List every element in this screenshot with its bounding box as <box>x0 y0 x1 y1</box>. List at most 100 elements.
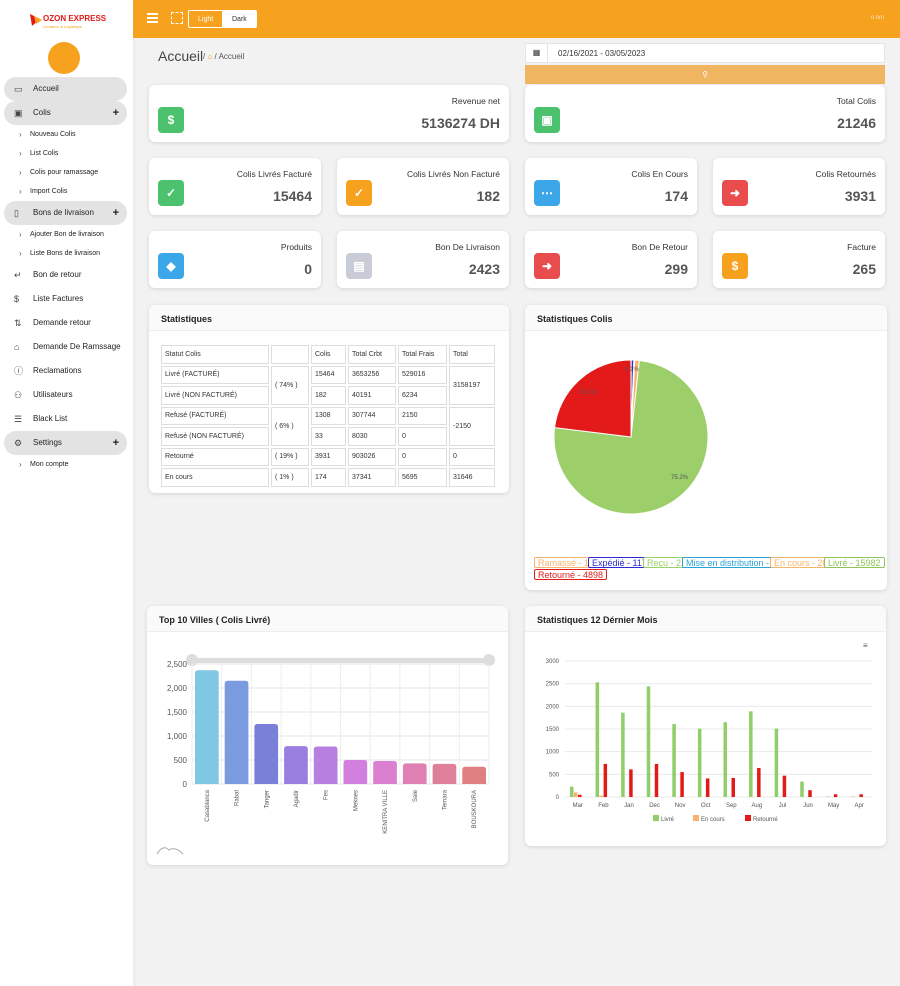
bar[interactable] <box>578 794 582 797</box>
cell-colis: 182 <box>311 386 346 405</box>
bar[interactable] <box>731 777 736 797</box>
bar[interactable] <box>757 767 761 797</box>
bar[interactable] <box>800 781 804 797</box>
menu-icon[interactable]: ≡ <box>863 641 868 650</box>
bar[interactable] <box>808 790 812 797</box>
bar[interactable] <box>195 670 219 784</box>
bar[interactable] <box>697 728 702 797</box>
home-icon[interactable]: ⌂ <box>207 52 213 61</box>
ozon-express-logo[interactable]: OZON EXPRESS Livraison & Logistique <box>28 10 108 32</box>
x-tick: Dec <box>649 803 660 809</box>
sidebar-item[interactable]: ⓘ Reclamations <box>4 359 127 383</box>
sidebar-item[interactable]: ▯ Bons de livraison + <box>4 201 127 225</box>
legend-swatch <box>745 815 751 821</box>
expand-icon[interactable]: + <box>112 437 119 449</box>
legend-item[interactable]: Livré - 15982 <box>824 557 885 568</box>
bar[interactable] <box>654 763 659 797</box>
bar[interactable] <box>603 763 608 797</box>
bar[interactable] <box>680 772 684 797</box>
bar[interactable] <box>570 786 574 797</box>
bar[interactable] <box>629 769 633 797</box>
expand-icon[interactable]: + <box>112 207 119 219</box>
cell-frais: 529016 <box>398 365 447 384</box>
card-label: Colis En Cours <box>631 169 688 179</box>
bar[interactable] <box>705 778 710 797</box>
th-total: Total <box>449 345 495 364</box>
sidebar-subitem[interactable]: › List Colis <box>0 144 133 163</box>
pie-chart: 75.2% 23.1% 0.1% <box>553 359 709 515</box>
dark-theme-button[interactable]: Dark <box>222 10 257 28</box>
chevron-right-icon: › <box>19 168 22 177</box>
sidebar-subitem[interactable]: › Nouveau Colis <box>0 125 133 144</box>
sidebar-item[interactable]: ☰ Black List <box>4 407 127 431</box>
card-value: 5136274 DH <box>421 115 500 131</box>
legend-item[interactable]: Livré <box>661 817 675 823</box>
table-row: Livré (NON FACTURÉ) 182 40191 6234 <box>161 386 495 405</box>
bar[interactable] <box>859 794 863 797</box>
sidebar-subitem[interactable]: › Liste Bons de livraison <box>0 244 133 263</box>
light-theme-button[interactable]: Light <box>188 10 224 28</box>
legend-item[interactable]: Retourné <box>753 817 778 823</box>
bar[interactable] <box>343 760 368 784</box>
pie-slice[interactable] <box>554 359 632 438</box>
bar[interactable] <box>833 794 838 797</box>
panel-title: Statistiques <box>161 314 213 324</box>
bar[interactable] <box>646 686 651 797</box>
fullscreen-icon[interactable] <box>171 12 183 24</box>
search-icon: ⚲ <box>702 70 708 79</box>
sidebar-subitem[interactable]: › Mon compte <box>0 455 133 474</box>
sidebar-subitem[interactable]: › Import Colis <box>0 182 133 201</box>
check-icon: ✓ <box>346 180 372 206</box>
card-value: 299 <box>664 261 688 277</box>
bar[interactable] <box>462 766 486 784</box>
expand-icon[interactable]: + <box>112 107 119 119</box>
users-icon: ⚇ <box>14 390 23 400</box>
cell-colis: 174 <box>311 468 346 487</box>
scroll-handle-left[interactable] <box>186 654 198 666</box>
bar[interactable] <box>782 775 787 797</box>
scroll-handle-right[interactable] <box>483 654 495 666</box>
bar[interactable] <box>373 760 397 784</box>
bar[interactable] <box>432 763 457 784</box>
cell-crbt: 40191 <box>348 386 396 405</box>
sidebar-item[interactable]: ↵ Bon de retour <box>4 263 127 287</box>
legend-item[interactable]: En cours <box>701 817 725 823</box>
sidebar-subitem[interactable]: › Colis pour ramassage <box>0 163 133 182</box>
bar[interactable] <box>402 763 427 784</box>
bar[interactable] <box>672 724 676 797</box>
sidebar-item[interactable]: ⇅ Demande retour <box>4 311 127 335</box>
logo-text: OZON EXPRESS <box>43 14 107 23</box>
bar[interactable] <box>224 680 249 784</box>
bar[interactable] <box>595 682 600 797</box>
bar[interactable] <box>284 746 308 784</box>
sidebar-item[interactable]: ⌂ Demande De Ramssage <box>4 335 127 359</box>
user-menu[interactable]: o.rim <box>870 15 884 21</box>
package-icon: ▣ <box>534 107 560 133</box>
bar[interactable] <box>621 712 625 797</box>
bar[interactable] <box>574 792 578 797</box>
sidebar-item[interactable]: ⚙ Settings + <box>4 431 127 455</box>
sidebar-item[interactable]: ▭ Accueil <box>4 77 127 101</box>
bar[interactable] <box>599 795 604 797</box>
bar[interactable] <box>774 728 779 797</box>
bar[interactable] <box>313 746 338 784</box>
legend-item[interactable]: Retourné - 4898 <box>534 569 608 580</box>
chevron-right-icon: › <box>19 149 22 158</box>
sidebar-subitem[interactable]: › Ajouter Bon de livraison <box>0 225 133 244</box>
menu-toggle-icon[interactable] <box>147 13 158 23</box>
sidebar-item[interactable]: ⚇ Utilisateurs <box>4 383 127 407</box>
legend-item[interactable]: Expédié - 117 <box>588 557 651 568</box>
bar[interactable] <box>254 724 279 784</box>
date-range-input[interactable]: ▦ 02/16/2021 - 03/05/2023 <box>525 43 885 63</box>
sidebar-item[interactable]: ▣ Colis + <box>4 101 127 125</box>
monthly-panel: Statistiques 12 Dérnier Mois ≡ 0 500 1000 15… <box>525 606 886 846</box>
search-button[interactable]: ⚲ <box>525 65 885 84</box>
avatar[interactable] <box>48 42 80 74</box>
sidebar-item-label: Bon de retour <box>33 270 82 279</box>
bar[interactable] <box>749 711 753 797</box>
y-tick: 0 <box>556 795 560 801</box>
scrollbar-track[interactable] <box>192 658 489 663</box>
sidebar-item[interactable]: $ Liste Factures <box>4 287 127 311</box>
cell-total: 0 <box>449 447 495 466</box>
bar[interactable] <box>723 722 728 797</box>
